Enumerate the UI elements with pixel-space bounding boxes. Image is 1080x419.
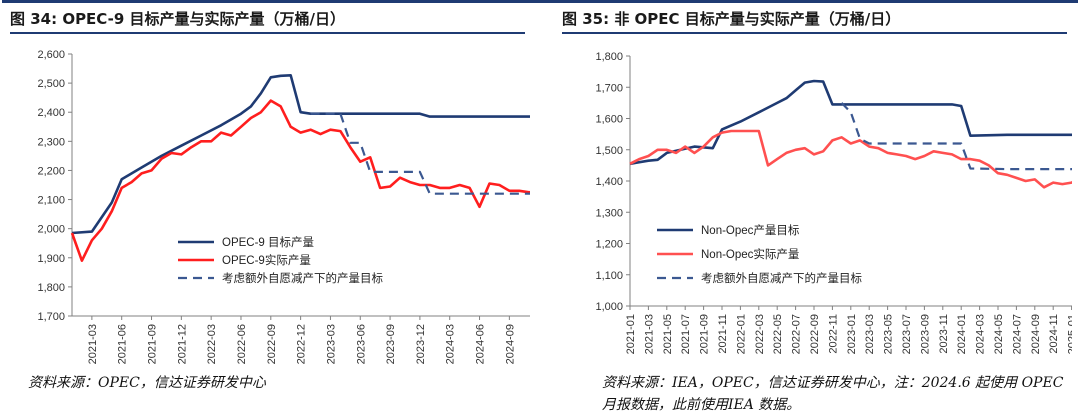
x-tick-label: 2021-05 — [662, 314, 674, 354]
series-line-0 — [629, 79, 1072, 166]
series-line-1 — [629, 129, 1072, 189]
x-tick-label: 2021-03 — [643, 314, 655, 354]
y-tick-label: 1,800 — [37, 282, 65, 294]
legend-label-2: 考虑额外自愿减产下的产量目标 — [701, 271, 862, 285]
y-tick-label: 1,900 — [37, 253, 65, 265]
x-tick-label: 2022-01 — [735, 314, 747, 354]
y-tick-label: 1,600 — [595, 114, 623, 126]
chart-non-opec-production: 1,000 1,100 1,200 1,300 1,400 1,500 1,600 1,700… — [595, 51, 1072, 354]
y-tick-label: 2,200 — [37, 165, 65, 177]
y-tick-label: 1,000 — [595, 301, 623, 313]
top-border — [2, 0, 1078, 3]
x-tick-label: 2022-12 — [296, 324, 308, 364]
y-tick-label: 1,800 — [595, 51, 623, 63]
x-tick-label: 2023-12 — [415, 324, 427, 364]
x-tick-label: 2023-11 — [938, 314, 950, 354]
y-tick-label: 1,100 — [595, 270, 623, 282]
chart-title: 图 35: 非 OPEC 目标产量与实际产量（万桶/日） — [562, 10, 901, 28]
series-line-2 — [310, 112, 530, 195]
y-tick-label: 1,700 — [37, 311, 65, 323]
x-tick-label: 2022-06 — [236, 324, 248, 364]
series-line-0 — [71, 74, 530, 235]
x-tick-label: 2021-12 — [176, 324, 188, 364]
y-tick-label: 1,200 — [595, 239, 623, 251]
x-tick-label: 2021-01 — [625, 314, 637, 354]
series-line-1 — [70, 99, 530, 262]
x-tick-label: 2022-05 — [772, 314, 784, 354]
chart-panel-opec9: 图 34: OPEC-9 目标产量与实际产量（万桶/日） 1,700 1,800 1… — [10, 0, 530, 419]
x-tick-label: 2023-09 — [385, 324, 397, 364]
legend-label-1: OPEC-9实际产量 — [222, 253, 311, 267]
source-note: 资料来源：IEA，OPEC，信达证券研发中心，注：2024.6 起使用 OPEC… — [602, 375, 1064, 413]
x-tick-label: 2024-07 — [1011, 314, 1023, 354]
x-tick-label: 2021-07 — [680, 314, 692, 354]
chart-title: 图 34: OPEC-9 目标产量与实际产量（万桶/日） — [10, 10, 346, 28]
y-tick-label: 1,300 — [595, 207, 623, 219]
x-tick-label: 2021-03 — [87, 324, 99, 364]
x-tick-label: 2024-09 — [504, 324, 516, 364]
x-tick-label: 2024-06 — [475, 324, 487, 364]
chart-panel-non-opec: 图 35: 非 OPEC 目标产量与实际产量（万桶/日） 1,000 1,100 1… — [562, 0, 1072, 419]
x-tick-label: 2024-05 — [993, 314, 1005, 354]
legend-label-0: Non-Opec产量目标 — [701, 223, 799, 237]
legend-label-2: 考虑额外自愿减产下的产量目标 — [222, 271, 383, 285]
source-note: 资料来源：OPEC，信达证券研发中心 — [28, 375, 266, 391]
x-tick-label: 2023-01 — [846, 314, 858, 354]
x-tick-label: 2023-06 — [355, 324, 367, 364]
x-tick-label: 2021-11 — [717, 314, 729, 354]
chart-opec9-production: 1,700 1,800 1,900 2,000 2,100 2,200 2,300 2,400… — [37, 49, 530, 364]
x-tick-label: 2021-09 — [147, 324, 159, 364]
x-tick-label: 2022-03 — [206, 324, 218, 364]
legend-label-0: OPEC-9 目标产量 — [222, 235, 314, 249]
title-underline — [562, 32, 1067, 34]
y-tick-label: 1,700 — [595, 82, 623, 94]
y-tick-label: 1,400 — [595, 176, 623, 188]
y-tick-label: 2,400 — [37, 107, 65, 119]
legend-label-1: Non-Opec实际产量 — [701, 247, 799, 261]
x-tick-label: 2024-11 — [1048, 314, 1060, 354]
x-tick-label: 2024-03 — [975, 314, 987, 354]
x-tick-label: 2022-07 — [791, 314, 803, 354]
x-tick-label: 2023-07 — [901, 314, 913, 354]
x-tick-label: 2021-06 — [117, 324, 129, 364]
x-tick-label: 2022-11 — [827, 314, 839, 354]
x-tick-label: 2023-03 — [864, 314, 876, 354]
series-line-2 — [840, 102, 1072, 171]
x-tick-label: 2025-01 — [1067, 314, 1072, 354]
x-tick-label: 2023-09 — [919, 314, 931, 354]
x-tick-label: 2021-09 — [699, 314, 711, 354]
x-tick-label: 2023-03 — [325, 324, 337, 364]
y-tick-label: 2,000 — [37, 224, 65, 236]
y-tick-label: 2,600 — [37, 49, 65, 61]
x-tick-label: 2022-09 — [266, 324, 278, 364]
y-tick-label: 1,500 — [595, 145, 623, 157]
y-tick-label: 2,100 — [37, 195, 65, 207]
x-tick-label: 2022-03 — [754, 314, 766, 354]
x-tick-label: 2024-03 — [445, 324, 457, 364]
x-tick-label: 2024-09 — [1030, 314, 1042, 354]
y-tick-label: 2,500 — [37, 78, 65, 90]
x-tick-label: 2024-01 — [956, 314, 968, 354]
y-tick-label: 2,300 — [37, 136, 65, 148]
x-tick-label: 2023-05 — [883, 314, 895, 354]
title-underline — [10, 32, 525, 34]
x-tick-label: 2022-09 — [809, 314, 821, 354]
